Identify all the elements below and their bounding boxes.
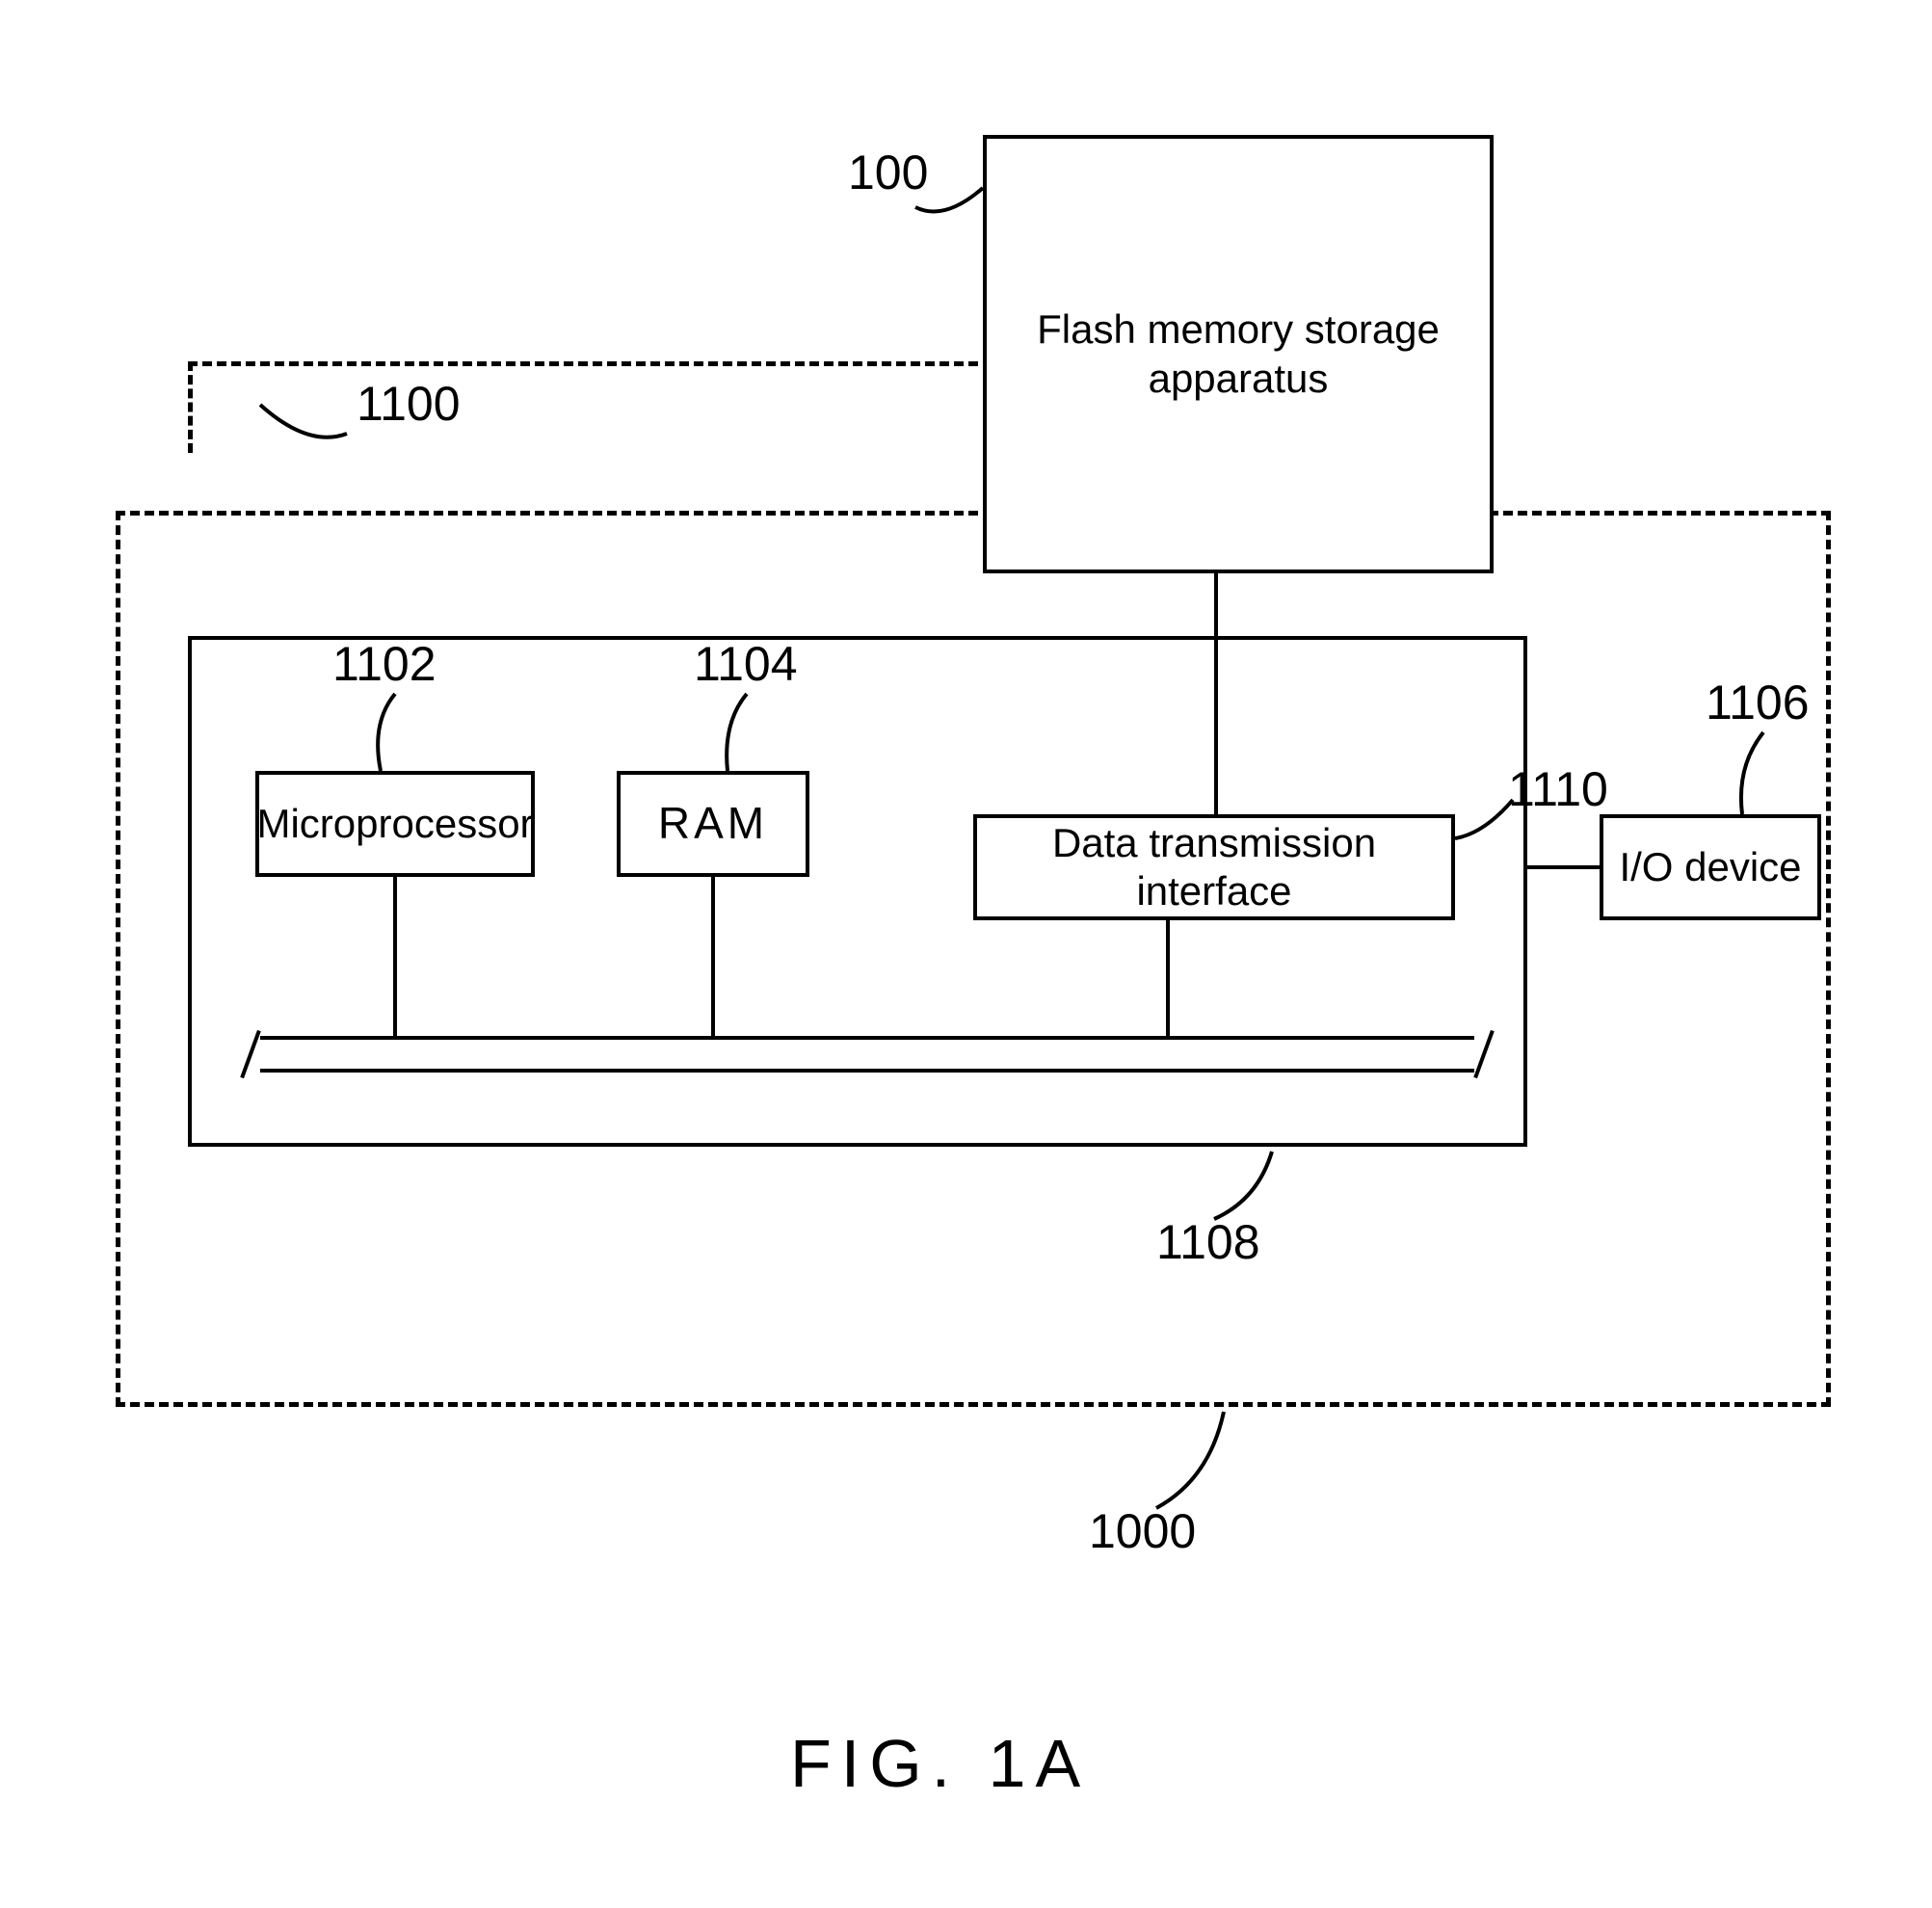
microprocessor-block: Microprocessor [255, 771, 535, 877]
leader-host [251, 385, 357, 463]
conn-host-io [1527, 865, 1600, 869]
conn-ram-bus [711, 877, 715, 1036]
leader-bus [1204, 1147, 1282, 1224]
leader-ram [708, 689, 766, 776]
dti-block-label: Data transmission interface [977, 811, 1451, 924]
ref-io: 1106 [1706, 675, 1810, 730]
io-block-label: I/O device [1605, 835, 1814, 899]
leader-io [1725, 728, 1783, 819]
flash-block: Flash memory storage apparatus [983, 135, 1494, 573]
leader-flash [906, 154, 992, 231]
leader-system [1147, 1407, 1233, 1513]
bus [260, 1036, 1474, 1073]
microprocessor-block-label: Microprocessor [243, 792, 546, 856]
ref-ram: 1104 [694, 636, 798, 692]
conn-micro-bus [393, 877, 397, 1036]
conn-flash-dti [1214, 573, 1218, 814]
flash-block-label: Flash memory storage apparatus [987, 298, 1490, 411]
figure-caption: FIG. 1A [790, 1725, 1090, 1802]
ref-host: 1100 [357, 376, 461, 432]
ram-block: RAM [617, 771, 809, 877]
io-block: I/O device [1600, 814, 1821, 920]
leader-micro [357, 689, 414, 776]
ram-block-label: RAM [645, 789, 781, 858]
diagram-stage: Flash memory storage apparatus Microproc… [0, 0, 1932, 1908]
ref-micro: 1102 [332, 636, 437, 692]
leader-dti [1450, 790, 1518, 848]
conn-dti-bus [1166, 920, 1170, 1036]
dti-block: Data transmission interface [973, 814, 1455, 920]
ref-dti: 1110 [1508, 761, 1608, 817]
